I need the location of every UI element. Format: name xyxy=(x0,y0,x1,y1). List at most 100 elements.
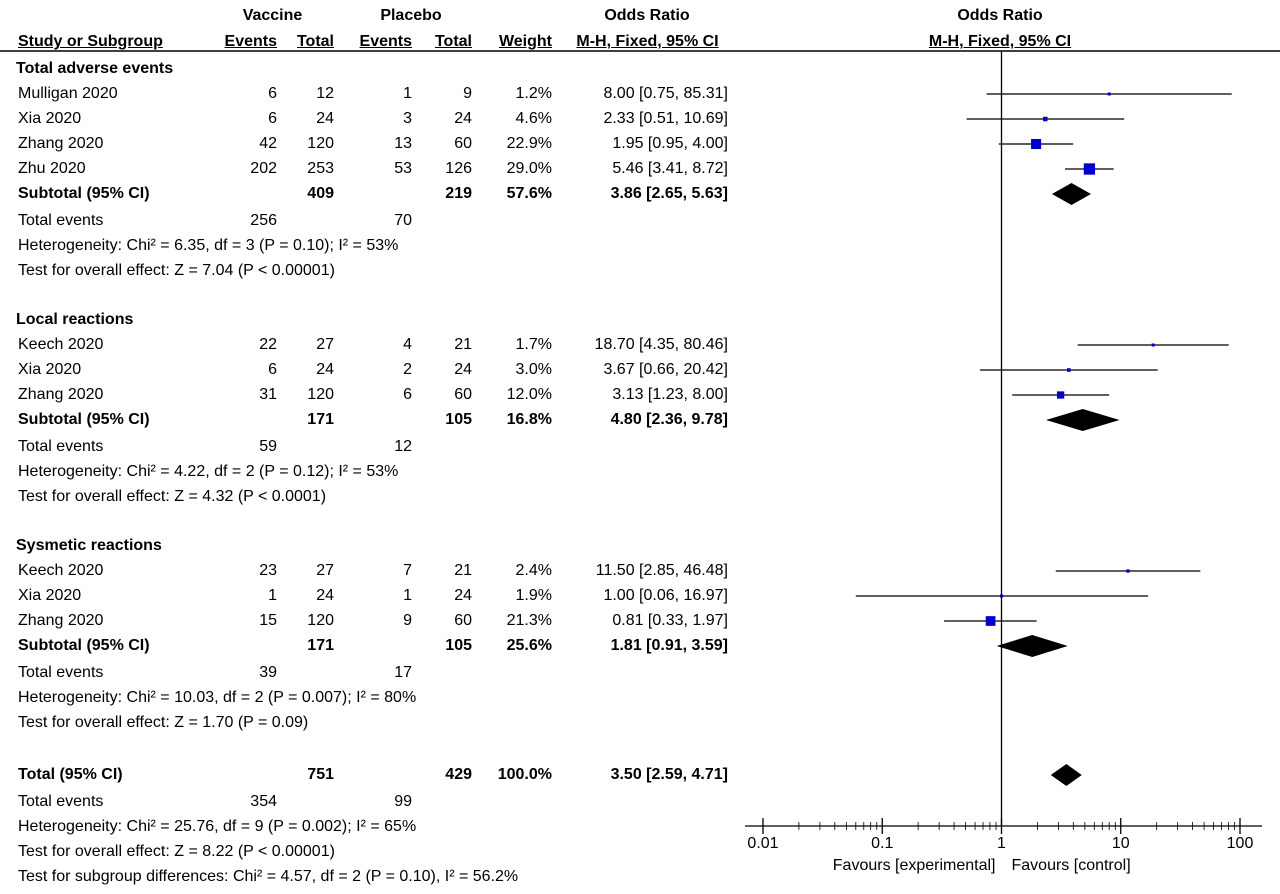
total-events-vaccine: 256 xyxy=(250,212,277,229)
overall-effect-text: Test for overall effect: Z = 7.04 (P < 0… xyxy=(18,262,335,279)
subtotal-weight: 57.6% xyxy=(506,185,552,202)
subtotal-weight: 16.8% xyxy=(506,411,552,428)
placebo-total: 21 xyxy=(454,562,472,579)
study-square-marker xyxy=(1043,116,1048,122)
placebo-total: 60 xyxy=(454,135,472,152)
subtotal-weight: 25.6% xyxy=(506,637,552,654)
vaccine-events: 1 xyxy=(268,587,277,604)
subtotal-label: Subtotal (95% CI) xyxy=(18,637,150,654)
heterogeneity-text: Heterogeneity: Chi² = 10.03, df = 2 (P =… xyxy=(18,689,417,706)
subgroup-differences: Test for subgroup differences: Chi² = 4.… xyxy=(18,868,519,885)
odds-ratio-ci: 5.46 [3.41, 8.72] xyxy=(612,160,728,177)
placebo-total: 24 xyxy=(454,110,472,127)
study-square-marker xyxy=(1067,368,1071,372)
subtotal-vaccine-total: 171 xyxy=(307,637,334,654)
study-name: Xia 2020 xyxy=(18,587,82,604)
total-events-vaccine: 39 xyxy=(259,664,277,681)
odds-ratio-ci: 1.00 [0.06, 16.97] xyxy=(603,587,728,604)
vaccine-header: Vaccine xyxy=(242,7,303,24)
weight-value: 1.2% xyxy=(515,85,552,102)
study-square-marker xyxy=(1151,343,1155,347)
vaccine-events: 6 xyxy=(268,361,277,378)
weight-value: 1.7% xyxy=(515,336,552,353)
subtotal-vaccine-total: 409 xyxy=(307,185,334,202)
placebo-total: 126 xyxy=(445,160,472,177)
vaccine-total: 24 xyxy=(316,110,334,127)
subgroup-title: Total adverse events xyxy=(16,60,174,77)
overall-heterogeneity: Heterogeneity: Chi² = 25.76, df = 9 (P =… xyxy=(18,818,417,835)
vaccine-events: 6 xyxy=(268,85,277,102)
total-placebo-total: 429 xyxy=(445,766,472,783)
plot-method-header: M-H, Fixed, 95% CI xyxy=(928,33,1072,50)
vaccine-events: 22 xyxy=(259,336,277,353)
weight-value: 29.0% xyxy=(506,160,552,177)
subtotal-label: Subtotal (95% CI) xyxy=(18,411,150,428)
odds-ratio-ci: 0.81 [0.33, 1.97] xyxy=(612,612,728,629)
study-name: Zhang 2020 xyxy=(18,386,104,403)
overall-events-label: Total events xyxy=(18,793,104,810)
subtotal-ci: 3.86 [2.65, 5.63] xyxy=(610,185,728,202)
weight-value: 3.0% xyxy=(515,361,552,378)
vaccine-events: 31 xyxy=(259,386,277,403)
study-name: Keech 2020 xyxy=(18,336,104,353)
odds-ratio-ci: 3.13 [1.23, 8.00] xyxy=(612,386,728,403)
vaccine-total: 12 xyxy=(316,85,334,102)
vaccine-total: 253 xyxy=(307,160,334,177)
placebo-events: 7 xyxy=(403,562,412,579)
vaccine-total: 24 xyxy=(316,587,334,604)
vaccine-events: 42 xyxy=(259,135,277,152)
summary-diamond xyxy=(1050,764,1082,786)
subtotal-ci: 1.81 [0.91, 3.59] xyxy=(610,637,728,654)
placebo-events: 1 xyxy=(403,587,412,604)
total-events-placebo: 17 xyxy=(394,664,412,681)
placebo-events: 53 xyxy=(394,160,412,177)
study-square-marker xyxy=(1126,569,1130,573)
vaccine-events: 202 xyxy=(250,160,277,177)
vaccine-total-header: Total xyxy=(296,33,334,50)
study-square-marker xyxy=(1000,594,1003,598)
x-tick-label: 1 xyxy=(997,835,1006,852)
subgroup-title: Sysmetic reactions xyxy=(16,537,162,554)
summary-diamond xyxy=(996,635,1068,657)
study-name: Zhang 2020 xyxy=(18,135,104,152)
study-name: Xia 2020 xyxy=(18,361,82,378)
study-name: Xia 2020 xyxy=(18,110,82,127)
placebo-events: 2 xyxy=(403,361,412,378)
weight-header: Weight xyxy=(498,33,552,50)
subtotal-placebo-total: 219 xyxy=(445,185,472,202)
favours-experimental-label: Favours [experimental] xyxy=(833,857,996,874)
weight-value: 22.9% xyxy=(506,135,552,152)
study-square-marker xyxy=(1031,138,1042,150)
subgroup-title: Local reactions xyxy=(16,311,134,328)
placebo-total: 24 xyxy=(454,587,472,604)
x-tick-label: 10 xyxy=(1112,835,1130,852)
placebo-events: 4 xyxy=(403,336,412,353)
odds-ratio-ci: 18.70 [4.35, 80.46] xyxy=(594,336,728,353)
vaccine-events: 15 xyxy=(259,612,277,629)
overall-events-placebo: 99 xyxy=(394,793,412,810)
subtotal-placebo-total: 105 xyxy=(445,637,472,654)
heterogeneity-text: Heterogeneity: Chi² = 6.35, df = 3 (P = … xyxy=(18,237,399,254)
placebo-header: Placebo xyxy=(380,7,442,24)
overall-effect: Test for overall effect: Z = 8.22 (P < 0… xyxy=(18,843,335,860)
subtotal-placebo-total: 105 xyxy=(445,411,472,428)
subtotal-vaccine-total: 171 xyxy=(307,411,334,428)
weight-value: 4.6% xyxy=(515,110,552,127)
placebo-total-header: Total xyxy=(434,33,472,50)
weight-value: 1.9% xyxy=(515,587,552,604)
x-tick-label: 100 xyxy=(1227,835,1254,852)
placebo-events: 1 xyxy=(403,85,412,102)
vaccine-total: 27 xyxy=(316,562,334,579)
odds-ratio-ci: 8.00 [0.75, 85.31] xyxy=(603,85,728,102)
odds-ratio-ci: 2.33 [0.51, 10.69] xyxy=(603,110,728,127)
weight-value: 12.0% xyxy=(506,386,552,403)
vaccine-events: 6 xyxy=(268,110,277,127)
total-events-placebo: 12 xyxy=(394,438,412,455)
odds-ratio-ci: 3.67 [0.66, 20.42] xyxy=(603,361,728,378)
x-tick-label: 0.01 xyxy=(747,835,778,852)
vaccine-events: 23 xyxy=(259,562,277,579)
placebo-total: 24 xyxy=(454,361,472,378)
vaccine-total: 120 xyxy=(307,612,334,629)
weight-value: 21.3% xyxy=(506,612,552,629)
